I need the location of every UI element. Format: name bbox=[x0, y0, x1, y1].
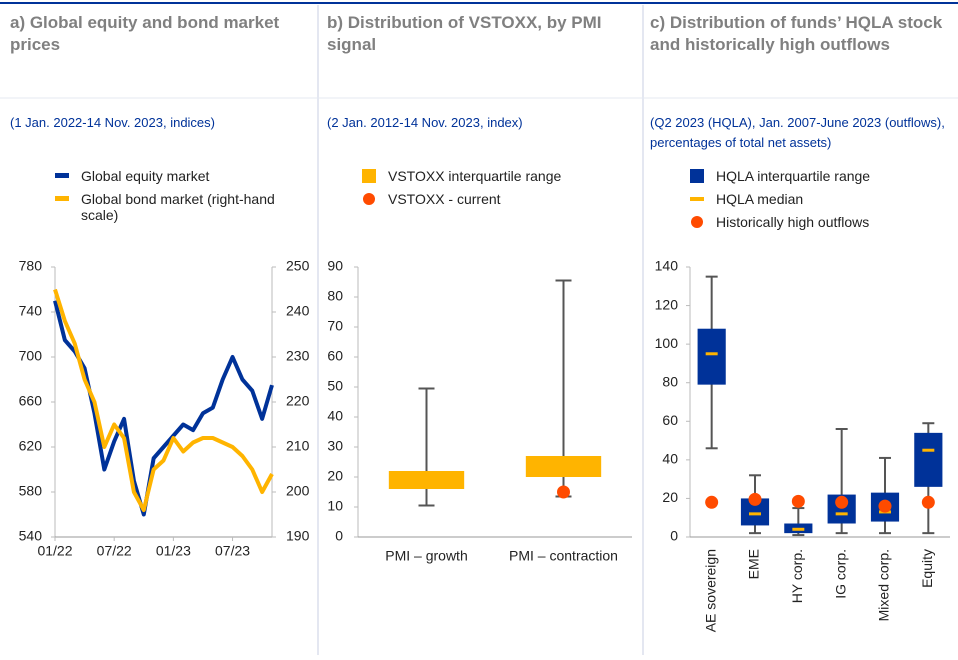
y-tick-label: 100 bbox=[655, 335, 679, 351]
y-tick-label: 30 bbox=[327, 438, 343, 454]
legend-item: Global equity market bbox=[55, 168, 295, 191]
chart-subtitle: (Q2 2023 (HQLA), Jan. 2007-June 2023 (ou… bbox=[650, 115, 945, 150]
y-tick-label: 60 bbox=[327, 348, 343, 364]
y-tick-label: 80 bbox=[662, 373, 678, 389]
point bbox=[748, 492, 762, 506]
y-tick-label: 20 bbox=[327, 468, 343, 484]
legend-label: Historically high outflows bbox=[716, 214, 870, 230]
y-tick-label: 0 bbox=[670, 528, 678, 544]
y-tick-label: 580 bbox=[19, 483, 43, 499]
x-tick-label: 07/22 bbox=[97, 543, 132, 559]
y-tick-label: 40 bbox=[327, 408, 343, 424]
y-tick-label: 620 bbox=[19, 438, 43, 454]
y-tick-label: 70 bbox=[327, 318, 343, 334]
y2-tick-label: 190 bbox=[286, 528, 310, 544]
y-tick-label: 10 bbox=[327, 498, 343, 514]
y2-tick-label: 250 bbox=[286, 258, 310, 274]
y2-tick-label: 230 bbox=[286, 348, 310, 364]
chart-title: a) Global equity and bond market prices bbox=[10, 13, 280, 54]
legend-swatch bbox=[55, 173, 69, 178]
y-tick-label: 60 bbox=[662, 412, 678, 428]
point bbox=[921, 495, 935, 509]
line-series bbox=[53, 300, 274, 517]
chart-subtitle: (1 Jan. 2022-14 Nov. 2023, indices) bbox=[10, 115, 215, 130]
x-tick-label: Mixed corp. bbox=[876, 549, 892, 621]
legend-swatch bbox=[362, 169, 376, 183]
legend-label: Global bond market (right-hand scale) bbox=[81, 191, 275, 223]
chart-title: b) Distribution of VSTOXX, by PMI signal bbox=[327, 13, 602, 54]
iqr-box bbox=[388, 471, 465, 489]
legend-swatch bbox=[690, 169, 704, 183]
legend: HQLA interquartile range HQLA median Histo… bbox=[690, 168, 950, 237]
iqr-box bbox=[697, 328, 726, 385]
y-tick-label: 20 bbox=[662, 489, 678, 505]
legend-swatch bbox=[363, 193, 375, 205]
y-tick-label: 140 bbox=[655, 258, 679, 274]
legend-label: VSTOXX interquartile range bbox=[388, 168, 562, 184]
line-series bbox=[53, 288, 274, 512]
legend-label: HQLA median bbox=[716, 191, 804, 207]
x-tick-label: 07/23 bbox=[215, 543, 250, 559]
chart-subtitle: (2 Jan. 2012-14 Nov. 2023, index) bbox=[327, 115, 523, 130]
y2-tick-label: 200 bbox=[286, 483, 310, 499]
y-tick-label: 700 bbox=[19, 348, 43, 364]
y-tick-label: 740 bbox=[19, 303, 43, 319]
legend-label: VSTOXX - current bbox=[388, 191, 501, 207]
y2-tick-label: 220 bbox=[286, 393, 310, 409]
y-tick-label: 80 bbox=[327, 288, 343, 304]
x-tick-label: Equity bbox=[919, 549, 935, 588]
legend-swatch bbox=[690, 197, 704, 201]
legend-item: HQLA median bbox=[690, 191, 950, 214]
point bbox=[835, 495, 849, 509]
x-tick-label: EME bbox=[746, 549, 762, 579]
y-tick-label: 90 bbox=[327, 258, 343, 274]
legend-label: HQLA interquartile range bbox=[716, 168, 871, 184]
y-tick-label: 540 bbox=[19, 528, 43, 544]
legend: Global equity market Global bond market (… bbox=[55, 168, 295, 223]
x-tick-label: PMI – growth bbox=[385, 548, 467, 564]
y-tick-label: 120 bbox=[655, 296, 679, 312]
x-tick-label: 01/23 bbox=[156, 543, 191, 559]
iqr-box bbox=[525, 456, 602, 477]
x-tick-label: AE sovereign bbox=[702, 549, 718, 632]
y2-tick-label: 210 bbox=[286, 438, 310, 454]
x-tick-label: PMI – contraction bbox=[509, 548, 618, 564]
iqr-box bbox=[914, 432, 943, 487]
legend: VSTOXX interquartile range VSTOXX - curre… bbox=[362, 168, 622, 214]
legend-item: VSTOXX interquartile range bbox=[362, 168, 622, 191]
y2-tick-label: 240 bbox=[286, 303, 310, 319]
y-tick-label: 780 bbox=[19, 258, 43, 274]
y-tick-label: 40 bbox=[662, 451, 678, 467]
chart-title: c) Distribution of funds’ HQLA stock and… bbox=[650, 13, 943, 54]
point bbox=[557, 485, 570, 499]
legend-swatch bbox=[55, 196, 69, 201]
legend-label: Global equity market bbox=[81, 168, 210, 184]
y-tick-label: 0 bbox=[335, 528, 343, 544]
x-tick-label: HY corp. bbox=[789, 549, 805, 603]
point bbox=[878, 499, 892, 513]
legend-item: Historically high outflows bbox=[690, 214, 950, 237]
x-tick-label: IG corp. bbox=[832, 549, 848, 599]
legend-item: Global bond market (right-hand scale) bbox=[55, 191, 295, 223]
legend-item: HQLA interquartile range bbox=[690, 168, 950, 191]
point bbox=[705, 495, 719, 509]
x-tick-label: 01/22 bbox=[37, 543, 72, 559]
y-tick-label: 50 bbox=[327, 378, 343, 394]
y-tick-label: 660 bbox=[19, 393, 43, 409]
legend-swatch bbox=[691, 216, 703, 228]
point bbox=[791, 494, 805, 508]
legend-item: VSTOXX - current bbox=[362, 191, 622, 214]
